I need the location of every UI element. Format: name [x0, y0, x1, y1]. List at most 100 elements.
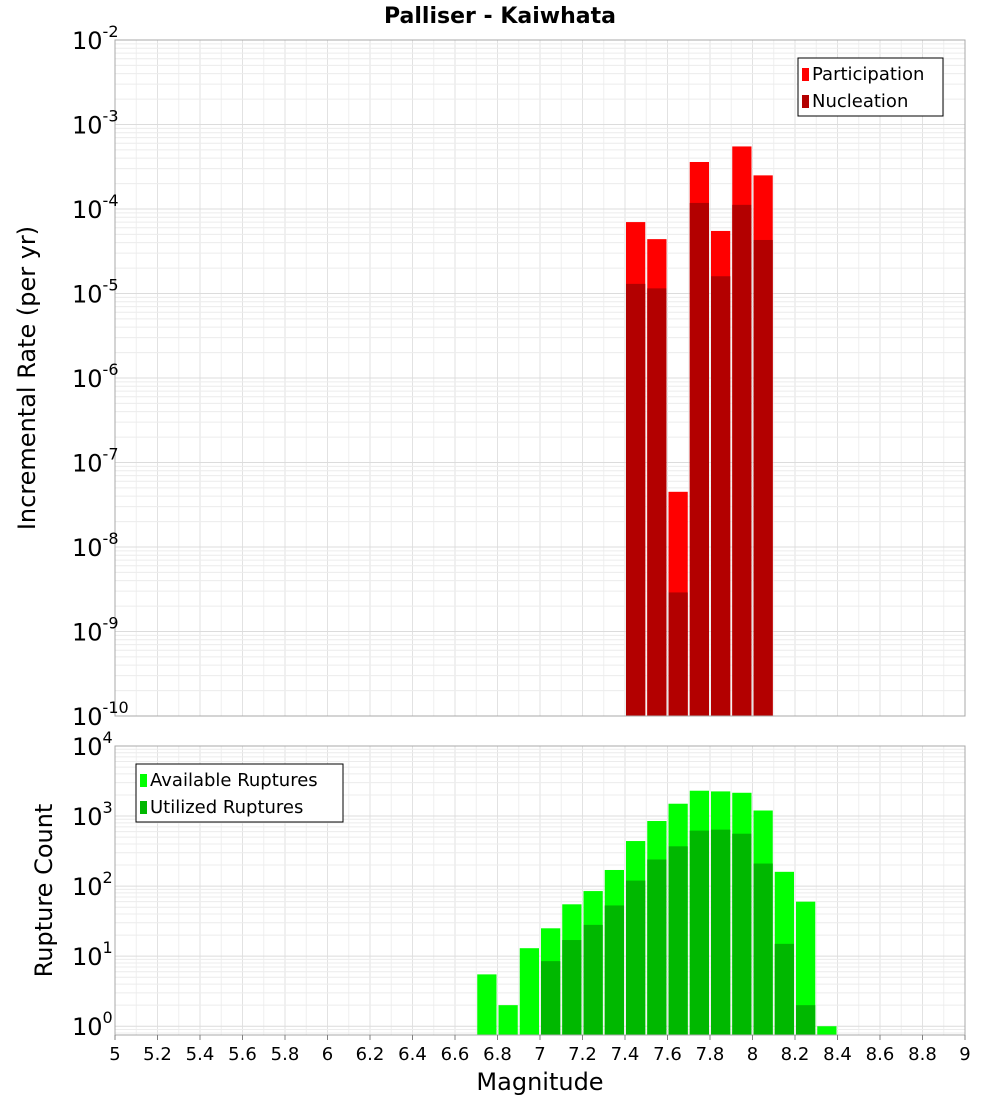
- x-tick-label: 8: [747, 1044, 758, 1065]
- legend-label: Available Ruptures: [150, 770, 318, 791]
- rupture-bar-utilized-ruptures: [689, 830, 709, 1035]
- y-tick-exponent: 1: [103, 938, 113, 957]
- x-tick-label: 6.4: [398, 1044, 427, 1065]
- rate-bar-nucleation: [753, 239, 773, 716]
- rate-bar-nucleation: [711, 276, 731, 716]
- y-tick-base: 10: [72, 281, 103, 309]
- rate-bar-nucleation: [647, 288, 667, 716]
- y-tick-base: 10: [72, 196, 103, 224]
- rate-plot-bars: [626, 146, 773, 717]
- legend-swatch: [140, 774, 147, 787]
- rate-y-axis-label: Incremental Rate (per yr): [13, 226, 41, 530]
- x-tick-label: 8.6: [866, 1044, 895, 1065]
- y-tick-base: 10: [72, 619, 103, 647]
- y-tick-exponent: -5: [103, 276, 119, 295]
- rupture-bar-utilized-ruptures: [541, 961, 561, 1035]
- y-tick-exponent: -3: [103, 107, 119, 126]
- x-tick-label: 6.8: [483, 1044, 512, 1065]
- rate-plot-frame: [114, 39, 966, 717]
- rupture-bar-utilized-ruptures: [626, 880, 646, 1035]
- x-tick-label: 7.2: [568, 1044, 597, 1065]
- x-tick-label: 7.4: [611, 1044, 640, 1065]
- rupture-bar-utilized-ruptures: [711, 829, 731, 1035]
- x-tick-label: 5.6: [228, 1044, 257, 1065]
- y-tick-base: 10: [72, 703, 103, 731]
- x-tick-label: 5.8: [271, 1044, 300, 1065]
- y-tick-label: 10-4: [72, 191, 119, 224]
- x-tick-label: 7: [534, 1044, 545, 1065]
- y-tick-label: 10-5: [72, 276, 119, 309]
- y-tick-base: 10: [72, 450, 103, 478]
- rupture-bar-utilized-ruptures: [562, 940, 582, 1035]
- rate-bar-nucleation: [732, 204, 752, 716]
- rate-plot-grid: [114, 40, 966, 717]
- legend-box: [797, 57, 944, 117]
- legend-label: Participation: [812, 64, 924, 85]
- rupture-bar-available-ruptures: [477, 974, 497, 1035]
- y-tick-exponent: -6: [103, 360, 119, 379]
- y-tick-base: 10: [72, 873, 103, 901]
- rate-bar-nucleation: [626, 283, 646, 716]
- y-tick-label: 104: [72, 728, 113, 761]
- y-tick-exponent: -8: [103, 529, 119, 548]
- x-tick-label: 8.2: [781, 1044, 810, 1065]
- rupture-bar-utilized-ruptures: [732, 833, 752, 1035]
- y-tick-exponent: 2: [103, 868, 113, 887]
- rate-legend: Participation Nucleation: [797, 57, 944, 117]
- y-tick-exponent: -7: [103, 445, 119, 464]
- rupture-bar-utilized-ruptures: [647, 859, 667, 1035]
- legend-swatch: [802, 68, 809, 81]
- x-tick-label: 8.8: [908, 1044, 937, 1065]
- y-tick-label: 10-9: [72, 614, 119, 647]
- y-tick-base: 10: [72, 112, 103, 140]
- rupture-bar-utilized-ruptures: [753, 863, 773, 1035]
- x-tick-label: 5.4: [186, 1044, 215, 1065]
- rupture-bar-utilized-ruptures: [604, 905, 624, 1035]
- rupture-legend: Available Ruptures Utilized Ruptures: [135, 763, 344, 823]
- magnitude-x-ticks: 5 5.2 5.4 5.6 5.8 6 6.2 6.4 6.6 6.8 7 7.2 7.4 7.6 7.8 8…: [109, 1035, 971, 1065]
- y-tick-exponent: -10: [103, 698, 129, 717]
- y-tick-label: 10-6: [72, 360, 119, 393]
- x-tick-label: 7.8: [696, 1044, 725, 1065]
- rupture-bar-utilized-ruptures: [668, 846, 688, 1035]
- y-tick-base: 10: [72, 803, 103, 831]
- y-tick-exponent: -2: [103, 22, 119, 41]
- y-tick-label: 10-8: [72, 529, 119, 562]
- y-tick-label: 10-10: [72, 698, 129, 731]
- x-tick-label: 6: [322, 1044, 333, 1065]
- y-tick-label: 101: [72, 938, 113, 971]
- y-tick-label: 10-2: [72, 22, 119, 55]
- x-tick-label: 8.4: [823, 1044, 852, 1065]
- y-tick-label: 10-3: [72, 107, 119, 140]
- y-tick-base: 10: [72, 943, 103, 971]
- rupture-bar-available-ruptures: [796, 901, 816, 1035]
- x-tick-label: 6.6: [441, 1044, 470, 1065]
- y-tick-base: 10: [72, 534, 103, 562]
- y-tick-exponent: 0: [103, 1008, 113, 1027]
- y-tick-exponent: -4: [103, 191, 119, 210]
- rate-bar-nucleation: [689, 202, 709, 716]
- rupture-bar-utilized-ruptures: [583, 924, 603, 1035]
- y-tick-base: 10: [72, 733, 103, 761]
- y-tick-label: 100: [72, 1008, 113, 1041]
- x-tick-label: 9: [959, 1044, 970, 1065]
- y-tick-base: 10: [72, 365, 103, 393]
- x-axis-label: Magnitude: [476, 1068, 603, 1096]
- y-tick-base: 10: [72, 27, 103, 55]
- rupture-bar-available-ruptures: [817, 1026, 837, 1035]
- chart-title: Palliser - Kaiwhata: [384, 4, 616, 29]
- y-tick-exponent: -9: [103, 614, 119, 633]
- legend-swatch: [802, 95, 809, 108]
- rupture-bar-available-ruptures: [519, 948, 539, 1035]
- y-tick-label: 103: [72, 798, 113, 831]
- x-tick-label: 5.2: [143, 1044, 172, 1065]
- legend-swatch: [140, 801, 147, 814]
- x-tick-label: 5: [109, 1044, 120, 1065]
- rupture-bar-utilized-ruptures: [774, 943, 794, 1035]
- legend-label: Utilized Ruptures: [150, 797, 303, 818]
